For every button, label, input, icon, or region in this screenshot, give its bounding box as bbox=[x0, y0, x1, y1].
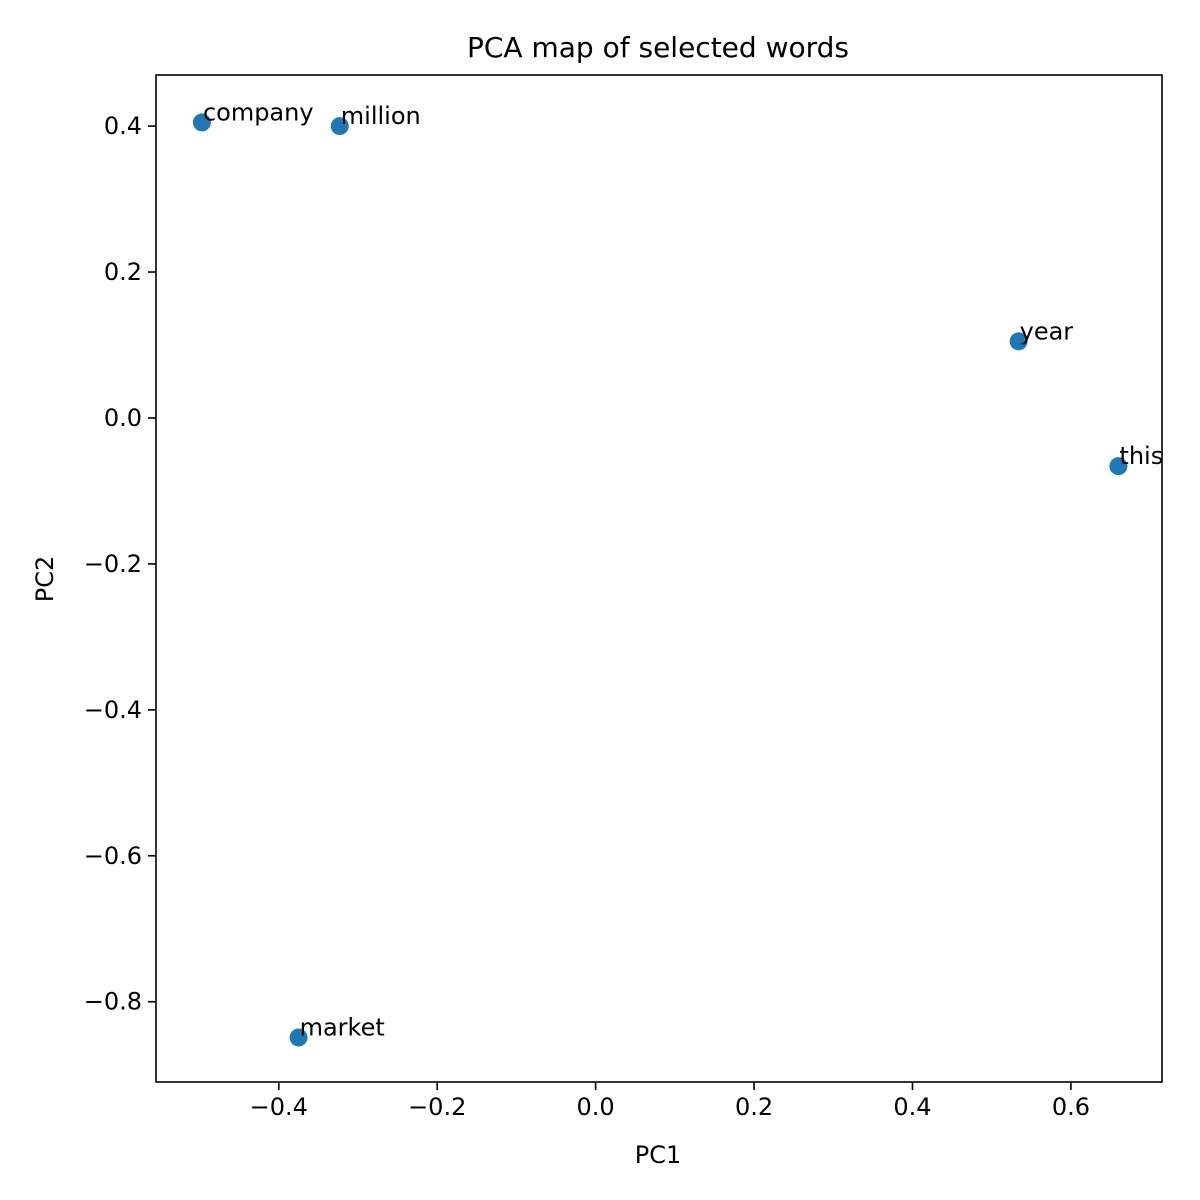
x-axis-label: PC1 bbox=[635, 1141, 682, 1169]
point-label: year bbox=[1020, 317, 1074, 345]
y-tick-label: 0.4 bbox=[104, 112, 142, 140]
chart-title: PCA map of selected words bbox=[467, 31, 849, 64]
scatter-point bbox=[1009, 332, 1028, 351]
y-tick-label: −0.2 bbox=[84, 550, 142, 578]
y-tick-label: 0.0 bbox=[104, 404, 142, 432]
point-label: company bbox=[203, 98, 314, 126]
x-tick-label: 0.6 bbox=[1052, 1093, 1090, 1121]
x-tick-label: 0.2 bbox=[735, 1093, 773, 1121]
scatter-point bbox=[289, 1028, 308, 1047]
x-tick-label: −0.2 bbox=[408, 1093, 466, 1121]
point-label: million bbox=[341, 102, 421, 130]
point-label: market bbox=[300, 1013, 385, 1041]
scatter-point bbox=[330, 117, 349, 136]
point-label: this bbox=[1119, 442, 1163, 470]
scatter-point bbox=[1109, 457, 1128, 476]
plot-area: −0.4 −0.2 0.0 0.2 0.4 0.6 0.4 0.2 0.0 −0.2 −0.4 −0.… bbox=[84, 74, 1163, 1121]
scatter-point bbox=[192, 113, 211, 132]
x-tick-label: 0.0 bbox=[577, 1093, 615, 1121]
x-tick-label: −0.4 bbox=[250, 1093, 308, 1121]
y-tick-label: −0.8 bbox=[84, 988, 142, 1016]
y-axis-label: PC2 bbox=[31, 556, 59, 603]
y-tick-label: −0.6 bbox=[84, 842, 142, 870]
x-tick-label: 0.4 bbox=[893, 1093, 931, 1121]
y-tick-label: −0.4 bbox=[84, 696, 142, 724]
y-tick-label: 0.2 bbox=[104, 258, 142, 286]
axes-frame bbox=[155, 74, 1163, 1083]
